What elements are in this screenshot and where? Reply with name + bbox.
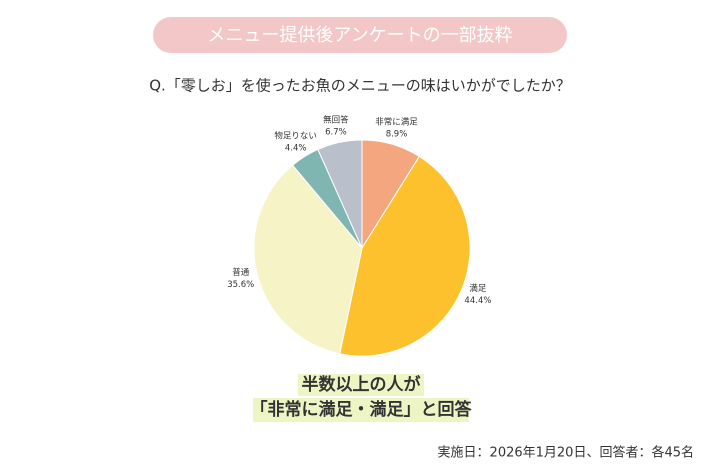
slice-value: 4.4% <box>285 144 307 154</box>
slice-value: 35.6% <box>227 280 254 290</box>
note: 実施日：2026年1月20日、回答者：各45名 <box>438 445 694 461</box>
annotation-highlight <box>298 374 424 396</box>
annotation: 半数以上の人が <box>302 374 421 395</box>
chart-title: メニュー提供後アンケートの一部抜粋 <box>207 25 512 46</box>
slice-label: 無回答 <box>323 114 349 125</box>
slice-value: 44.4% <box>464 296 491 306</box>
slice-label: 満足 <box>469 284 487 294</box>
slice-label: 普通 <box>232 267 250 278</box>
slice-value: 6.7% <box>325 127 347 137</box>
pie-slice <box>253 164 363 355</box>
title-pill <box>153 17 567 53</box>
annotation: 「非常に満足・満足」と回答 <box>251 399 473 420</box>
slice-label: 物足りない <box>274 131 317 142</box>
slice-label: 非常に満足 <box>375 116 418 127</box>
pie-slice <box>339 155 471 357</box>
annotation-highlight <box>253 398 469 422</box>
chart-subtitle: Q.「零しお」を使ったお魚のメニューの味はいかがでしたか？ <box>149 77 571 95</box>
pie-slice <box>317 139 363 249</box>
slice-value: 8.9% <box>386 129 408 139</box>
